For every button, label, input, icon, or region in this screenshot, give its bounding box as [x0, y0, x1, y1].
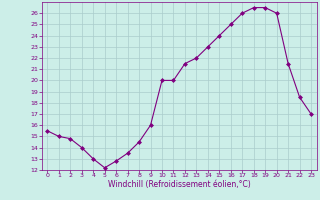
X-axis label: Windchill (Refroidissement éolien,°C): Windchill (Refroidissement éolien,°C) [108, 180, 251, 189]
